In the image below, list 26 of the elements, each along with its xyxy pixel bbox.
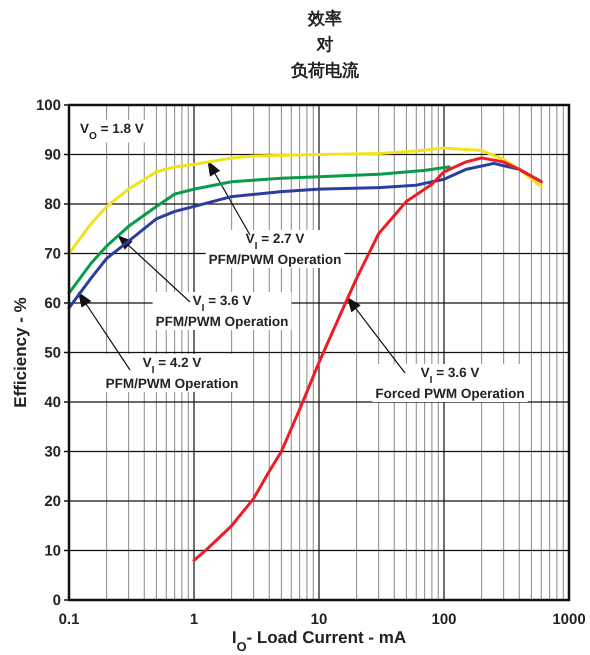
x-tick-label: 100 xyxy=(431,611,457,628)
y-tick-label: 60 xyxy=(44,295,61,312)
y-tick-label: 70 xyxy=(44,246,61,262)
y-axis-title: Efficiency - % xyxy=(11,297,30,408)
y-tick-label: 20 xyxy=(44,493,61,510)
x-tick-label: 1 xyxy=(190,611,198,628)
y-tick-label: 40 xyxy=(44,394,61,411)
annotation: V$_{I}$ = 3.6 V PFM/PWM Operation xyxy=(156,293,288,329)
annotation: V$_{O}$ = 1.8 V xyxy=(77,120,147,142)
y-tick-label: 10 xyxy=(44,542,61,560)
y-tick-label: 0 xyxy=(52,592,61,609)
annotation: V$_{I}$ = 3.6 V Forced PWM Operation xyxy=(347,297,528,402)
annotation: V$_{I}$ = 2.7 V PFM/PWM Operation xyxy=(206,161,344,268)
annotation: V$_{I}$ = 2.7 V PFM/PWM Operation xyxy=(208,231,342,267)
chart-title: 效率对负荷电流 xyxy=(290,9,360,80)
annotation: V$_{I}$ = 4.2 V PFM/PWM Operation xyxy=(106,355,238,391)
x-tick-label: 0.1 xyxy=(58,611,80,628)
y-tick-label: 80 xyxy=(44,196,61,213)
x-tick-label: 10 xyxy=(310,611,328,628)
y-tick-label: 100 xyxy=(36,97,61,114)
annotation: V$_{I}$ = 3.6 V Forced PWM Operation xyxy=(375,365,525,401)
x-tick-label: 1000 xyxy=(552,611,586,628)
y-tick-label: 90 xyxy=(44,146,61,164)
y-tick-label: 30 xyxy=(44,444,61,460)
x-axis-title: I$_{O}$- Load Current - mA xyxy=(232,628,406,654)
y-tick-label: 50 xyxy=(44,344,61,362)
